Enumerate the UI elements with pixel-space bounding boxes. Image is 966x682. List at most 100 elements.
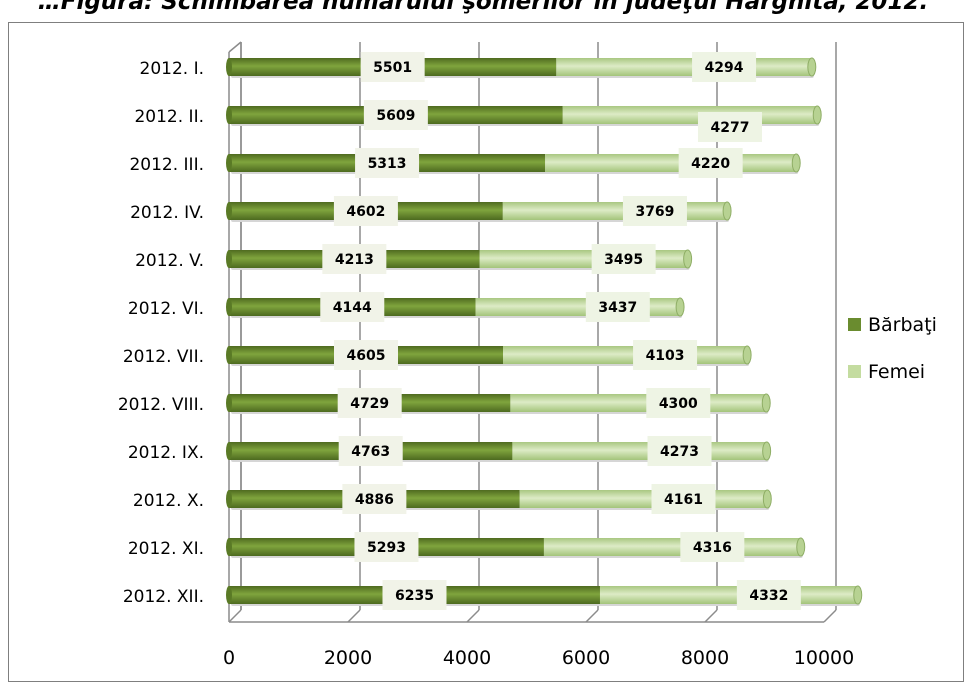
category-label: 2012. V.: [135, 251, 204, 271]
side-wall-top: [228, 41, 242, 53]
data-label: 4605: [347, 348, 386, 364]
data-label-box: [338, 436, 403, 466]
bar-start-cap: [226, 346, 232, 364]
bar-start-cap: [226, 250, 232, 268]
category-label: 2012. X.: [133, 491, 204, 511]
category-label: 2012. III.: [129, 155, 204, 175]
data-label: 3769: [635, 204, 674, 220]
chart-title: …Figura: Schimbarea numărului şomerilor …: [37, 0, 929, 15]
data-label-box: [651, 484, 716, 514]
bar-start-cap: [226, 106, 232, 124]
bar-end-cap: [722, 201, 732, 221]
data-label: 4729: [350, 396, 389, 412]
data-label-box: [633, 340, 698, 370]
data-label-box: [342, 484, 407, 514]
bar-end-cap: [762, 441, 772, 461]
data-label: 4213: [335, 252, 374, 268]
data-label: 4294: [705, 60, 744, 76]
bar-start-cap: [226, 298, 232, 316]
bar-end-cap: [791, 153, 801, 173]
category-label: 2012. VI.: [128, 299, 204, 319]
category-label: 2012. XI.: [128, 539, 204, 559]
bar-segment-femei: [510, 394, 767, 412]
data-label-box: [591, 244, 656, 274]
bar-start-cap: [226, 442, 232, 460]
bar-start-cap: [226, 490, 232, 508]
data-label: 5609: [376, 108, 415, 124]
data-label: 4886: [355, 492, 394, 508]
data-label-box: [678, 148, 743, 178]
data-label: 3437: [598, 300, 637, 316]
gridline-floor: [228, 609, 242, 623]
legend-swatch-barbati: [848, 318, 861, 331]
bar-segment-femei: [562, 106, 818, 124]
data-label: 5501: [373, 60, 412, 76]
bar-start-cap: [226, 58, 232, 76]
data-label: 4103: [646, 348, 685, 364]
data-label-box: [697, 112, 762, 142]
bar-segment-femei: [599, 586, 858, 604]
data-label: 4161: [664, 492, 703, 508]
x-tick-label: 4000: [443, 647, 491, 669]
data-label: 4763: [351, 444, 390, 460]
category-label: 2012. VIII.: [118, 395, 204, 415]
x-tick-label: 8000: [681, 647, 729, 669]
gridline-floor: [585, 609, 599, 623]
category-label: 2012. XII.: [123, 587, 204, 607]
category-label: 2012. VII.: [123, 347, 204, 367]
gridline-floor: [347, 609, 361, 623]
bar-segment-femei: [479, 250, 688, 268]
data-label: 4332: [749, 588, 788, 604]
bar-start-cap: [226, 586, 232, 604]
data-label-box: [646, 388, 711, 418]
data-label-box: [333, 196, 398, 226]
legend-label: Bărbaţi: [868, 314, 937, 336]
data-label-box: [622, 196, 687, 226]
data-label: 4316: [693, 540, 732, 556]
data-label: 4602: [346, 204, 385, 220]
data-label-box: [337, 388, 402, 418]
bar-end-cap: [812, 105, 822, 125]
data-label-box: [355, 148, 420, 178]
legend-swatch-femei: [848, 365, 861, 378]
bar-segment-femei: [502, 346, 748, 364]
x-tick-label: 0: [223, 647, 235, 669]
bar-segment-femei: [502, 202, 728, 220]
data-label: 3495: [604, 252, 643, 268]
bar-segment-femei: [545, 154, 797, 172]
data-label: 4273: [660, 444, 699, 460]
x-tick-label: 6000: [562, 647, 610, 669]
data-label: 5313: [368, 156, 407, 172]
data-label-box: [360, 52, 425, 82]
bar-end-cap: [807, 57, 817, 77]
data-label: 4300: [659, 396, 698, 412]
bar-end-cap: [853, 585, 863, 605]
legend-label: Femei: [868, 361, 925, 383]
x-tick-label: 2000: [324, 647, 372, 669]
data-label-box: [363, 100, 428, 130]
data-label-box: [320, 292, 385, 322]
data-label-box: [585, 292, 650, 322]
data-label-box: [354, 532, 419, 562]
data-label: 4220: [691, 156, 730, 172]
bar-segment-femei: [556, 58, 812, 76]
data-label-box: [647, 436, 712, 466]
bar-start-cap: [226, 202, 232, 220]
data-label-box: [736, 580, 801, 610]
data-label-box: [692, 52, 757, 82]
x-tick-label: 10000: [794, 647, 854, 669]
data-label: 4144: [333, 300, 372, 316]
category-label: 2012. II.: [134, 107, 204, 127]
bar-segment-femei: [512, 442, 767, 460]
gridline-floor: [704, 609, 718, 623]
bar-end-cap: [761, 393, 771, 413]
bar-start-cap: [226, 538, 232, 556]
data-label-box: [382, 580, 447, 610]
data-label-box: [680, 532, 745, 562]
bar-end-cap: [796, 537, 806, 557]
category-label: 2012. IV.: [130, 203, 204, 223]
gridline-floor: [823, 609, 837, 623]
data-label-box: [322, 244, 387, 274]
category-label: 2012. I.: [140, 59, 205, 79]
